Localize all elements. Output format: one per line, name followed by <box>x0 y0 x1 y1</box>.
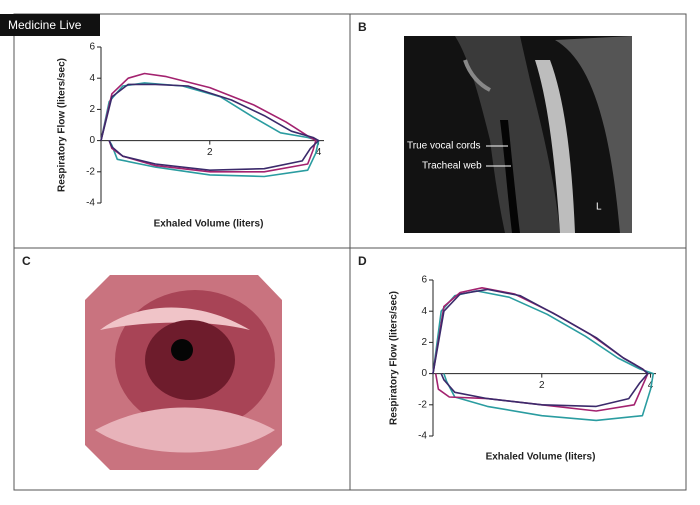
ct-label: True vocal cords <box>407 141 481 152</box>
panel-letter: C <box>22 254 31 268</box>
ct-label: L <box>596 202 602 213</box>
y-tick-label: 0 <box>89 135 95 146</box>
flow-volume-loop <box>100 72 317 173</box>
y-axis-label: Respiratory Flow (liters/sec) <box>389 291 400 425</box>
y-tick-label: 2 <box>89 104 95 115</box>
x-tick-label: 2 <box>207 147 213 158</box>
y-tick-label: 6 <box>421 275 427 286</box>
watermark-box <box>0 14 100 36</box>
y-tick-label: -2 <box>418 399 427 410</box>
flow-volume-loop <box>100 82 320 178</box>
y-tick-label: -4 <box>418 431 427 442</box>
watermark: Medicine Live <box>8 18 82 32</box>
y-tick-label: 0 <box>421 368 427 379</box>
y-tick-label: 4 <box>89 73 95 84</box>
flow-volume-loop <box>432 288 649 408</box>
x-tick-label: 2 <box>539 380 545 391</box>
y-tick-label: -2 <box>86 166 95 177</box>
frame <box>13 13 687 491</box>
x-axis-label: Exhaled Volume (liters) <box>486 452 596 463</box>
endoscopy-image <box>85 275 282 470</box>
y-tick-label: 2 <box>421 337 427 348</box>
y-tick-label: -4 <box>86 198 95 209</box>
ct-label: Tracheal web <box>422 161 482 172</box>
y-axis-label: Respiratory Flow (liters/sec) <box>57 58 68 192</box>
x-tick-label: 4 <box>316 147 322 158</box>
x-axis-label: Exhaled Volume (liters) <box>154 219 264 230</box>
panel-letter: D <box>358 254 367 268</box>
y-tick-label: 4 <box>421 306 427 317</box>
flow-volume-loop <box>100 83 320 171</box>
panel-letter: B <box>358 20 367 34</box>
ct-image <box>404 36 632 233</box>
y-tick-label: 6 <box>89 42 95 53</box>
